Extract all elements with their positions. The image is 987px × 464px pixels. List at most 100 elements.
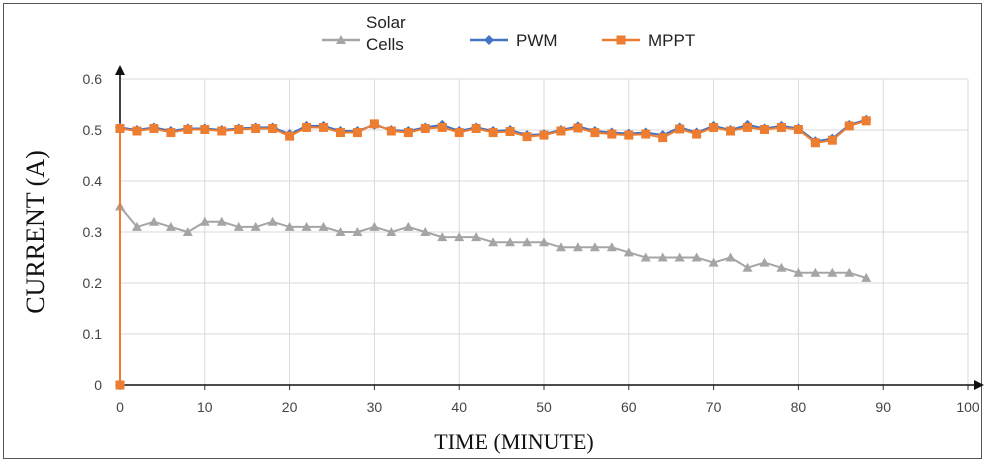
data-point [199,216,210,226]
data-point [658,133,668,143]
data-point [624,130,634,140]
data-point [471,232,482,242]
series-line [119,118,867,385]
data-point [352,128,362,138]
y-axis-arrow [115,65,125,75]
data-point [759,257,770,267]
x-tick-label: 50 [536,399,552,415]
data-point [115,123,125,133]
x-tick-label: 10 [197,399,213,415]
data-point [726,126,736,136]
data-point [318,221,329,231]
data-point [488,128,498,138]
data-point [183,124,193,134]
data-point [725,252,736,262]
data-point [573,123,583,133]
data-point [200,124,210,134]
y-tick-label: 0.4 [83,173,103,189]
data-point [386,126,396,136]
data-point [484,35,494,45]
data-point [369,221,380,231]
data-point [759,124,769,134]
data-point [616,35,626,45]
data-point [216,216,227,226]
data-point [454,232,465,242]
data-point [336,35,346,44]
data-point [861,272,872,282]
legend-label: Solar Cells [366,13,406,54]
data-point [709,122,719,132]
data-point [692,129,702,139]
grid [120,78,969,385]
data-point [657,252,668,262]
data-point [403,128,413,138]
legend-item: MPPT [602,31,695,50]
data-point [420,123,430,133]
data-point [369,119,379,129]
data-point [827,135,837,145]
data-point [302,122,312,132]
data-point [335,128,345,138]
x-tick-label: 0 [116,399,124,415]
data-point [250,221,261,231]
data-point [148,216,159,226]
data-point [165,221,176,231]
data-point [827,267,838,277]
data-point [505,127,515,137]
data-point [319,122,329,132]
data-point [284,221,295,231]
data-point [251,123,261,133]
data-point [115,380,125,390]
data-point [556,126,566,136]
data-point [285,131,295,141]
x-tick-label: 80 [791,399,807,415]
x-tick-label: 90 [875,399,891,415]
y-tick-label: 0 [94,377,102,393]
legend-label: PWM [516,31,558,50]
data-point [454,128,464,138]
data-point [742,262,753,272]
data-point [335,227,346,236]
x-tick-label: 40 [451,399,467,415]
data-point [793,124,803,134]
legend-label: MPPT [648,31,695,50]
data-point [539,130,549,140]
data-point [793,267,804,277]
data-point [132,126,142,136]
data-point [131,221,142,231]
x-tick-label: 70 [706,399,722,415]
series-mppt [115,116,871,390]
data-point [437,122,447,132]
data-point [675,124,685,134]
data-point [641,129,651,139]
series-pwm [115,114,872,390]
data-point [607,129,617,139]
data-point [522,132,532,142]
data-point [776,262,787,272]
x-tick-label: 60 [621,399,637,415]
data-point [810,138,820,148]
data-point [861,116,871,126]
data-point [522,237,533,247]
x-axis-arrow [974,380,984,390]
legend: Solar Cells PWM MPPT [322,13,695,54]
series-line [119,119,867,385]
data-point [539,237,549,247]
data-point [149,123,159,133]
y-tick-label: 0.5 [83,122,103,138]
data-point [589,242,600,252]
y-tick-label: 0.6 [83,71,103,87]
y-tick-label: 0.3 [83,224,103,240]
data-point [267,216,278,226]
data-point [268,123,278,133]
data-point [234,124,244,134]
x-tick-label: 30 [367,399,383,415]
data-point [386,227,397,236]
data-point [403,221,414,231]
y-tick-labels: 0 0.1 0.2 0.3 0.4 0.5 0.6 [83,71,103,393]
data-point [182,227,193,236]
y-tick-label: 0.2 [83,275,103,291]
x-axis-title: TIME (MINUTE) [434,429,593,454]
data-point [217,126,227,136]
